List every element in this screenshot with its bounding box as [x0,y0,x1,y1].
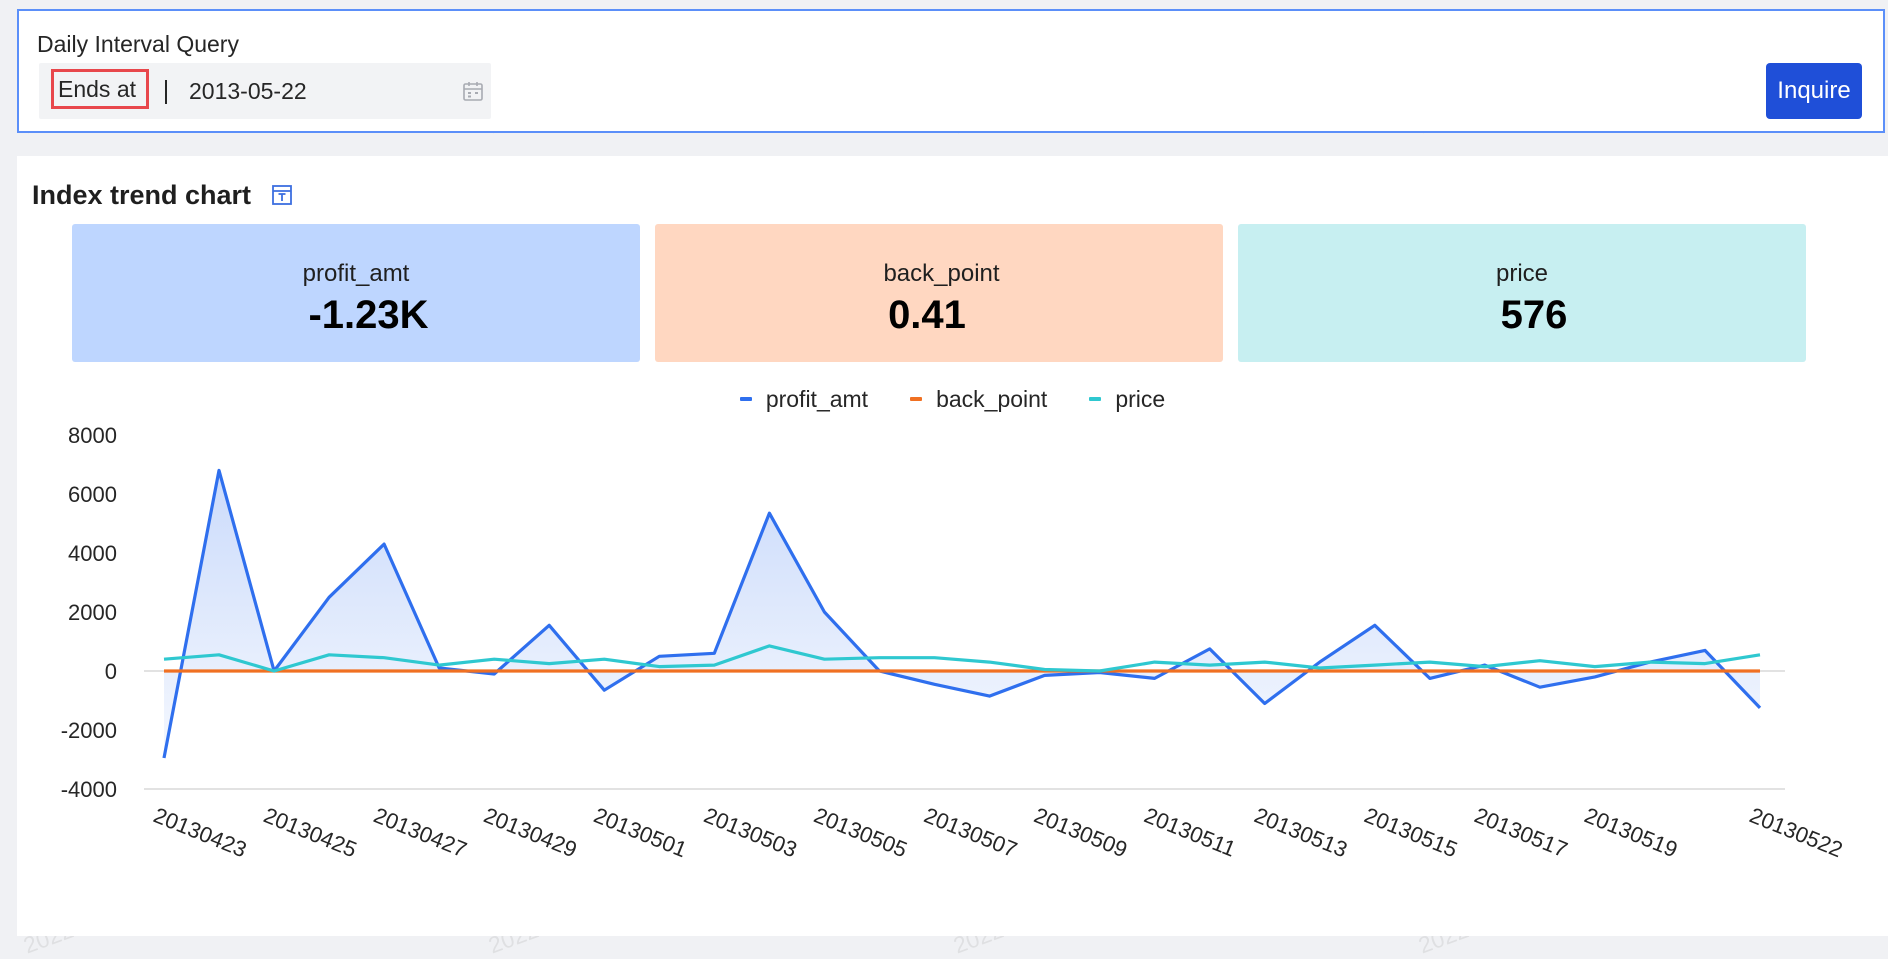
inquire-button[interactable]: Inquire [1766,63,1862,119]
x-tick-label: 20130513 [1251,802,1351,862]
y-tick-label: 0 [105,659,117,684]
x-tick-label: 20130425 [260,802,360,862]
x-tick-label: 20130519 [1581,802,1681,862]
chart-legend: profit_amt back_point price [17,384,1888,414]
legend-swatch [1089,397,1102,401]
x-tick-label: 20130517 [1471,802,1571,862]
y-tick-label: -2000 [61,718,117,743]
kpi-label: price [1495,260,1549,287]
series-line-price [163,644,1761,673]
x-tick-label: 20130501 [590,802,690,862]
kpi-value: -1.23K [308,293,429,337]
kpi-value: 0.41 [888,293,966,337]
x-tick-label: 20130429 [480,802,580,862]
y-tick-label: -4000 [61,777,117,802]
kpi-card-back-point: back_point 0.41 [655,224,1223,362]
chart-title: Index trend chart [32,180,252,210]
x-tick-label: 20130515 [1361,802,1461,862]
legend-label: back_point [936,385,1048,412]
series-area-profit-amt [164,470,1760,758]
kpi-card-price: price 576 [1238,224,1806,362]
x-tick-label: 20130509 [1031,802,1131,862]
calendar-icon[interactable] [461,79,485,103]
export-icon[interactable] [271,184,293,206]
ends-at-label: Ends at [51,69,149,109]
kpi-label: back_point [883,260,1000,287]
kpi-label: profit_amt [302,260,410,287]
date-input[interactable]: 2013-05-22 [189,78,307,104]
y-tick-label: 8000 [68,423,117,448]
x-tick-label: 20130505 [811,802,911,862]
series-line-profit-amt [162,468,1762,759]
legend-item-back-point[interactable]: back_point [910,384,1047,414]
legend-item-profit-amt[interactable]: profit_amt [739,384,869,414]
query-panel: Daily Interval Query Ends at 2013-05-22 … [17,9,1885,133]
x-tick-label: 20130507 [921,802,1021,862]
x-tick-label: 20130522 [1746,802,1846,862]
text-cursor [165,80,167,104]
y-tick-label: 4000 [68,541,117,566]
x-tick-label: 20130423 [150,802,250,862]
chart-panel: Index trend chart profit_amt -1.23K back… [17,156,1888,936]
legend-item-price[interactable]: price [1089,384,1165,414]
legend-label: profit_amt [765,385,869,412]
legend-swatch [739,397,752,401]
x-tick-label: 20130511 [1141,802,1240,861]
kpi-card-profit-amt: profit_amt -1.23K [72,224,640,362]
date-picker[interactable]: Ends at 2013-05-22 [39,63,491,119]
legend-swatch [910,397,923,401]
legend-label: price [1115,385,1166,412]
kpi-value: 576 [1500,293,1568,337]
y-tick-label: 2000 [68,600,117,625]
query-title: Daily Interval Query [37,31,239,57]
y-tick-label: 6000 [68,482,117,507]
x-tick-label: 20130503 [700,802,800,862]
x-tick-label: 20130427 [370,802,470,862]
